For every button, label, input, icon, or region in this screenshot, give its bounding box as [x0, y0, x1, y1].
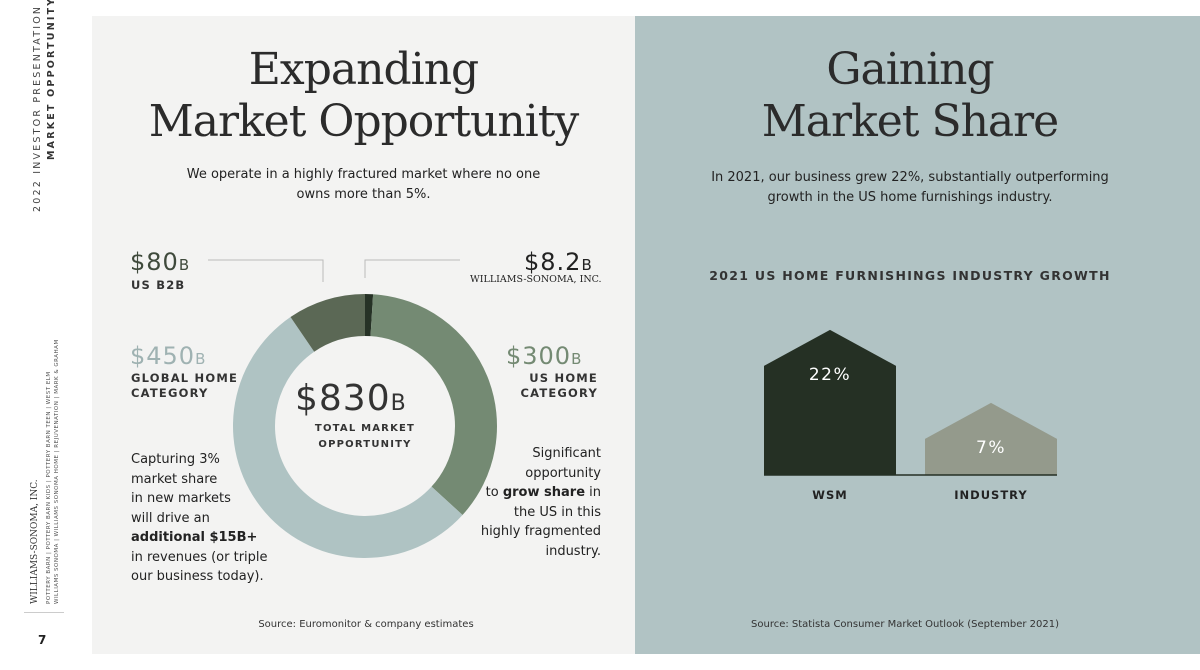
right-subtitle: In 2021, our business grew 22%, substant…	[635, 168, 1185, 208]
note-line: will drive an	[131, 510, 210, 526]
b2b-value: $80B	[130, 248, 190, 276]
brands-line-2: WILLIAMS SONOMA | WILLIAMS SONOMA HOME |…	[54, 339, 60, 604]
sidebar: 2022 INVESTOR PRESENTATION MARKET OPPORT…	[0, 0, 92, 670]
note-line: Significant	[532, 446, 601, 461]
title-line: Gaining	[826, 44, 994, 95]
wsm-value: $8.2B	[524, 248, 593, 276]
text-bold: grow share	[502, 485, 586, 500]
note-line: opportunity	[525, 465, 601, 481]
note-line: the US in this	[513, 504, 601, 520]
right-note: Significant opportunity to grow share in…	[452, 444, 601, 561]
right-source: Source: Statista Consumer Market Outlook…	[751, 619, 1059, 630]
donut-chart	[208, 259, 498, 558]
unit: B	[390, 391, 407, 416]
label-line: CATEGORY	[131, 386, 209, 400]
left-source: Source: Euromonitor & company estimates	[258, 619, 474, 630]
value: $450	[130, 342, 196, 370]
unit: B	[571, 350, 583, 368]
note-line: industry.	[545, 543, 601, 559]
category-label: INDUSTRY	[954, 488, 1027, 502]
wsm-leader-line	[364, 259, 460, 278]
right-title: Gaining Market Share	[635, 44, 1185, 148]
title-line: Market Share	[761, 96, 1059, 147]
section-title: MARKET OPPORTUNITY	[46, 0, 57, 160]
note-line: to grow share in	[452, 483, 601, 503]
note-line-bold: additional $15B+	[131, 530, 258, 545]
unit: B	[195, 350, 207, 368]
global-label: GLOBAL HOME CATEGORY	[131, 371, 238, 401]
label-line: OPPORTUNITY	[318, 439, 412, 450]
us-home-value: $300B	[506, 342, 582, 370]
b2b-label: US B2B	[131, 278, 186, 292]
subtitle-line: growth in the US home furnishings indust…	[767, 190, 1053, 205]
donut-segment-global-home-category	[233, 317, 463, 558]
global-value: $450B	[130, 342, 206, 370]
market-share-panel: Gaining Market Share In 2021, our busines…	[635, 16, 1200, 654]
divider	[24, 612, 64, 613]
note-line: our business today).	[131, 569, 264, 584]
title-line: Market Opportunity	[148, 96, 580, 147]
note-line: in revenues (or triple	[131, 549, 268, 565]
title-line: Expanding	[248, 44, 479, 95]
left-title: Expanding Market Opportunity	[92, 44, 635, 148]
bar-industry	[925, 402, 1057, 475]
text: to	[485, 485, 503, 500]
market-opportunity-panel: Expanding Market Opportunity We operate i…	[92, 16, 635, 654]
note-line: in new markets	[131, 491, 231, 506]
note-line: highly fragmented	[480, 524, 601, 539]
total-label: TOTAL MARKET OPPORTUNITY	[295, 421, 435, 453]
label-line: GLOBAL HOME	[131, 371, 239, 385]
label-line: US HOME	[529, 371, 598, 385]
donut-segment-williams-sonoma-inc-	[365, 294, 374, 337]
deck-title: 2022 INVESTOR PRESENTATION	[32, 4, 43, 212]
company-logo: WILLIAMS-SONOMA, INC.	[30, 479, 40, 604]
bar-value-label: 22%	[809, 365, 851, 385]
donut-segment-us-b2b	[290, 294, 365, 352]
donut-segment-us-home-category	[370, 294, 498, 515]
note-line: market share	[131, 471, 218, 487]
page-number: 7	[38, 633, 47, 647]
brands-line-1: POTTERY BARN | POTTERY BARN KIDS | POTTE…	[46, 371, 52, 604]
left-note: Capturing 3% market share in new markets…	[131, 450, 268, 587]
value: $8.2	[524, 248, 582, 276]
b2b-leader-line	[208, 259, 324, 282]
value: $830	[295, 378, 391, 419]
total-value: $830B	[295, 378, 407, 419]
chart-title: 2021 US HOME FURNISHINGS INDUSTRY GROWTH	[709, 268, 1111, 283]
text: in	[585, 485, 601, 500]
label-line: CATEGORY	[520, 386, 598, 400]
bar-chart: 22% WSM 7% INDUSTRY	[764, 329, 1057, 502]
unit: B	[178, 256, 191, 274]
value: $80	[130, 248, 179, 276]
wsm-label: WILLIAMS-SONOMA, INC.	[470, 274, 602, 285]
left-subtitle: We operate in a highly fractured market …	[92, 165, 635, 205]
subtitle-line: In 2021, our business grew 22%, substant…	[711, 170, 1109, 185]
subtitle-line: owns more than 5%.	[296, 187, 431, 202]
category-label: WSM	[812, 488, 847, 502]
note-line: Capturing 3%	[131, 452, 220, 467]
us-home-label: US HOME CATEGORY	[492, 371, 598, 401]
bar-value-label: 7%	[976, 438, 1006, 458]
unit: B	[581, 256, 593, 274]
label-line: TOTAL MARKET	[314, 423, 416, 434]
bar-wsm	[764, 329, 896, 475]
value: $300	[506, 342, 572, 370]
subtitle-line: We operate in a highly fractured market …	[186, 167, 541, 182]
